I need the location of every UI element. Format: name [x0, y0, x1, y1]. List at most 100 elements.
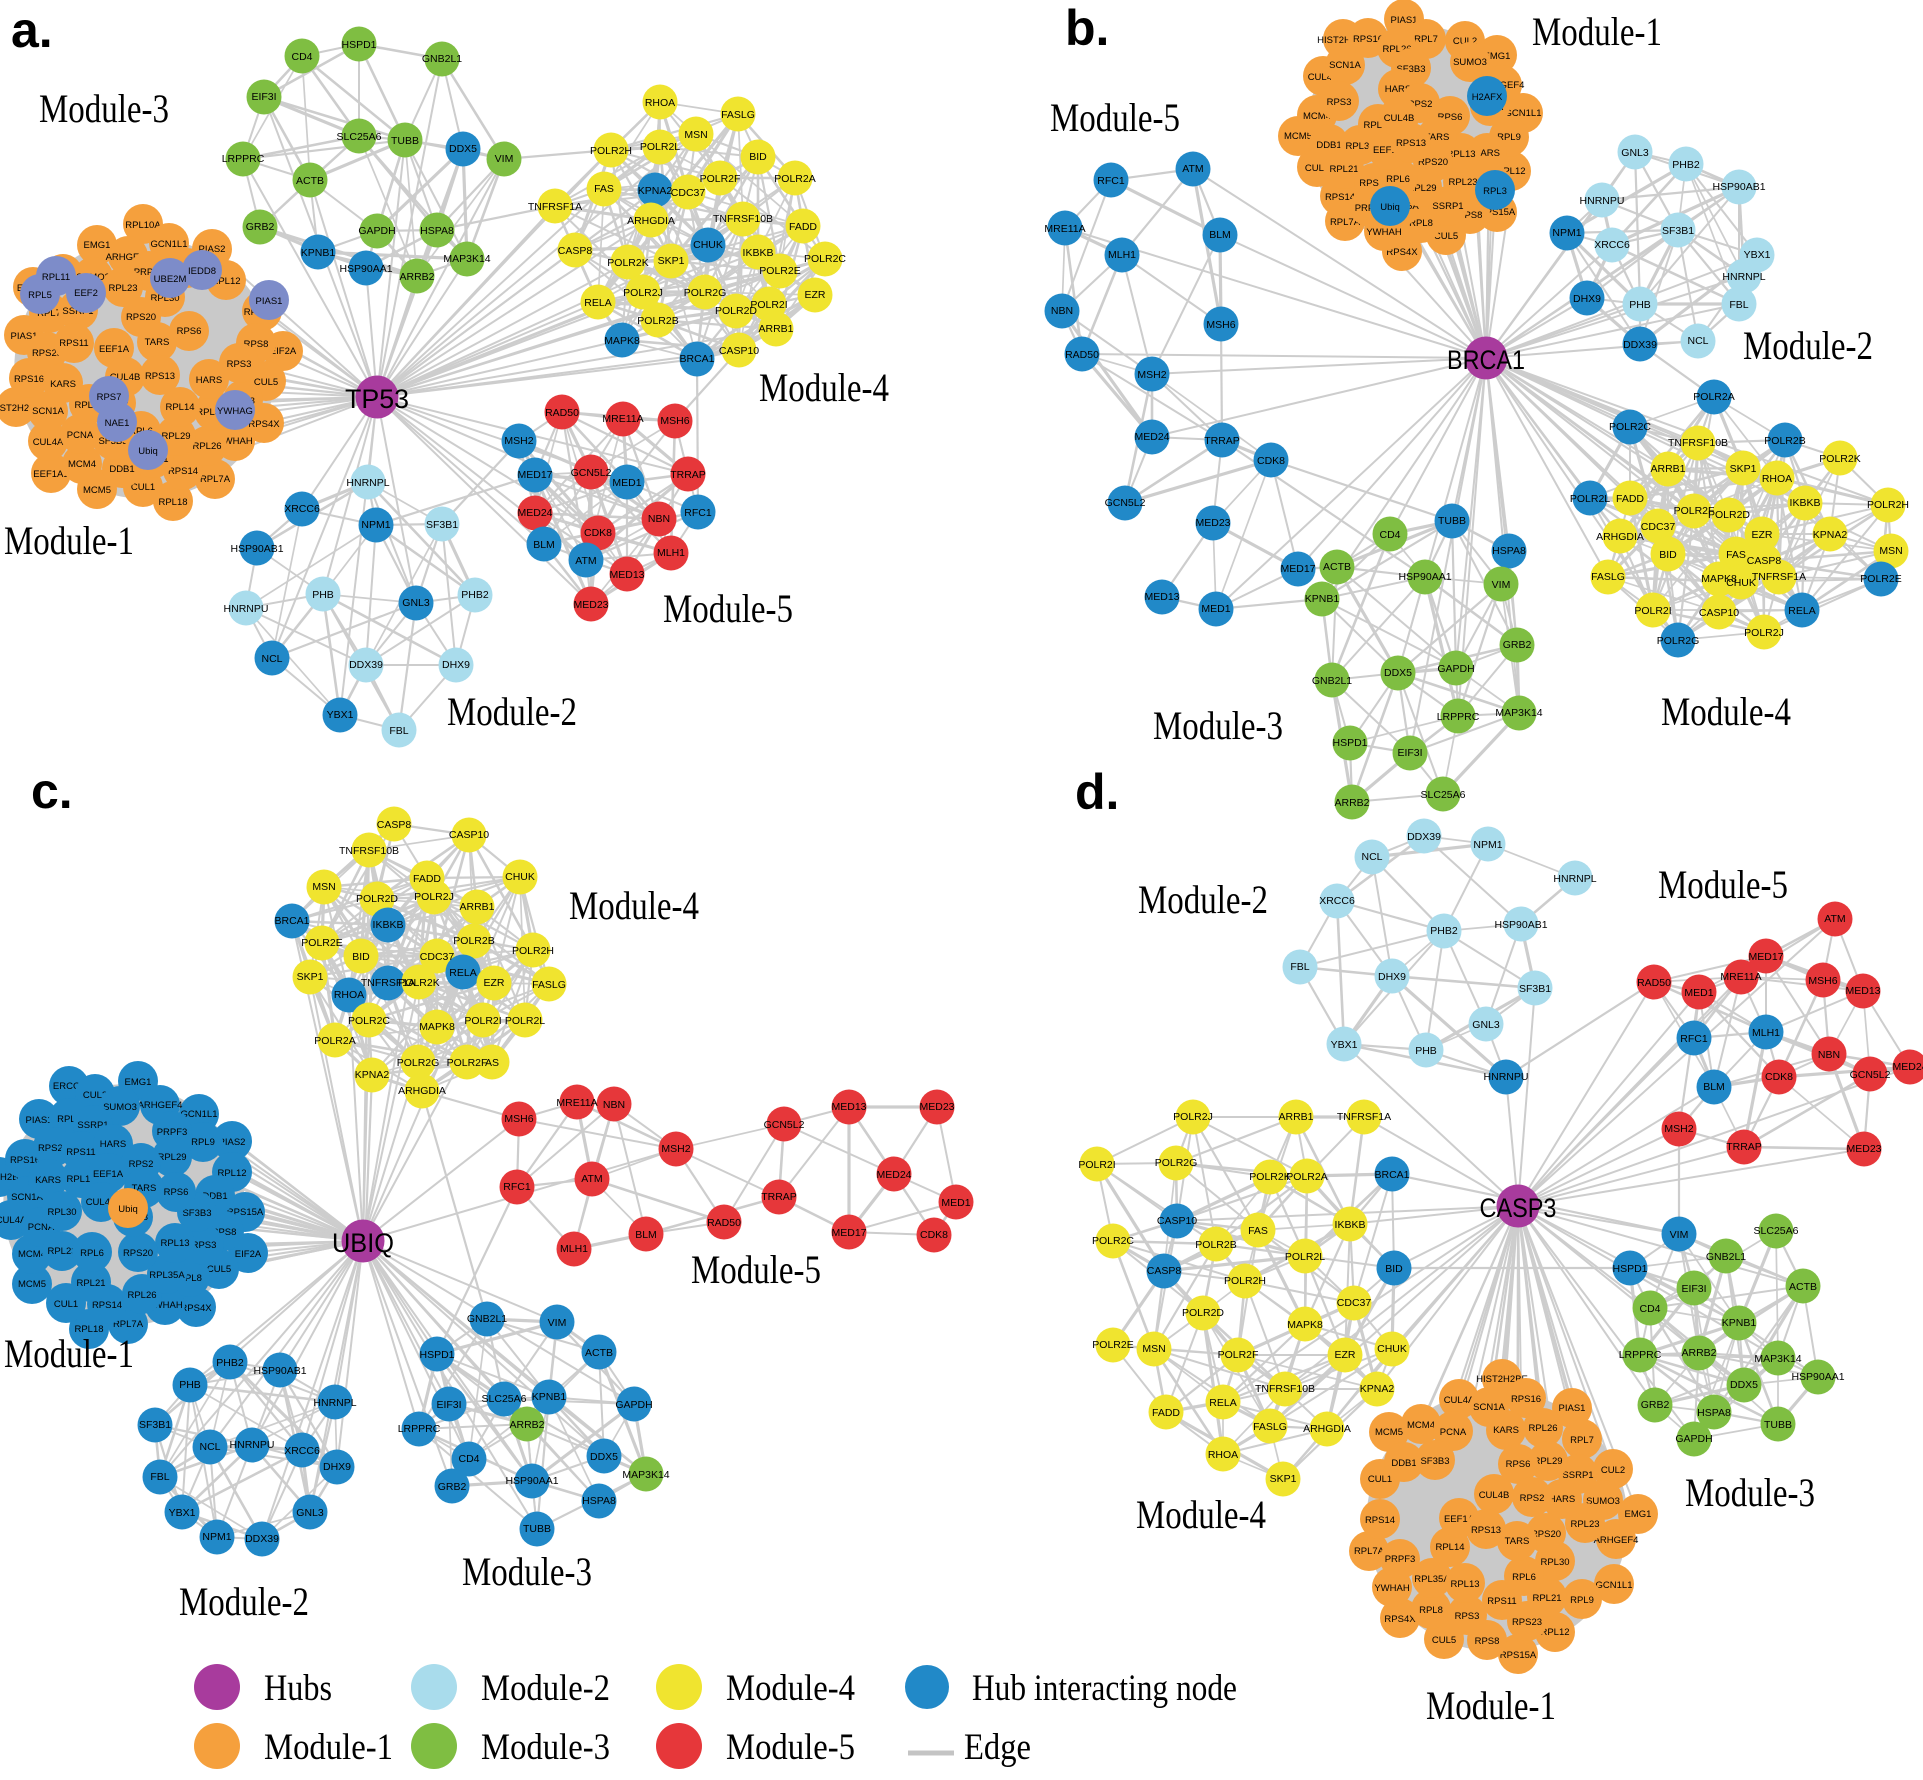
- svg-text:KPNB1: KPNB1: [532, 1391, 567, 1403]
- svg-text:POLR2B: POLR2B: [637, 315, 678, 327]
- svg-text:POLR2K: POLR2K: [398, 977, 439, 989]
- svg-text:EEF1A: EEF1A: [93, 1169, 124, 1180]
- svg-text:CDK8: CDK8: [584, 527, 612, 539]
- svg-text:HSP90AA1: HSP90AA1: [505, 1475, 558, 1487]
- svg-text:RPS11: RPS11: [1487, 1596, 1516, 1607]
- svg-text:RPS13: RPS13: [1471, 1525, 1501, 1536]
- svg-text:MSN: MSN: [684, 129, 707, 141]
- svg-text:RPS11: RPS11: [59, 338, 88, 349]
- svg-text:MED13: MED13: [1144, 591, 1179, 603]
- svg-text:MSH6: MSH6: [1808, 975, 1837, 987]
- svg-text:SF3B3: SF3B3: [1420, 1456, 1449, 1467]
- svg-text:RPL7A: RPL7A: [1354, 1546, 1385, 1557]
- svg-text:RPL30: RPL30: [47, 1207, 76, 1218]
- svg-text:UBIQ: UBIQ: [332, 1228, 394, 1258]
- svg-text:DDB1: DDB1: [1316, 140, 1341, 151]
- svg-text:HSP90AB1: HSP90AB1: [1494, 919, 1547, 931]
- svg-text:GNL3: GNL3: [1472, 1019, 1500, 1031]
- svg-text:GRB2: GRB2: [1641, 1399, 1670, 1411]
- svg-text:Ubiq: Ubiq: [138, 446, 158, 457]
- svg-text:CDK8: CDK8: [920, 1229, 948, 1241]
- svg-text:ATM: ATM: [1824, 913, 1845, 925]
- svg-text:H2AFX: H2AFX: [1472, 92, 1503, 103]
- svg-text:EIF2A: EIF2A: [235, 1249, 262, 1260]
- svg-text:RPS14: RPS14: [168, 466, 198, 477]
- svg-text:HSPD1: HSPD1: [341, 39, 376, 51]
- svg-text:HSPA8: HSPA8: [582, 1495, 616, 1507]
- svg-text:Ubiq: Ubiq: [1380, 202, 1400, 213]
- svg-text:CDK8: CDK8: [1765, 1071, 1793, 1083]
- svg-text:RPL30: RPL30: [1540, 1557, 1569, 1568]
- svg-text:MRE11A: MRE11A: [1720, 971, 1761, 983]
- svg-text:Module-1: Module-1: [264, 1727, 393, 1768]
- svg-text:DDB1: DDB1: [109, 464, 134, 475]
- svg-text:RPS6: RPS6: [1506, 1459, 1531, 1470]
- svg-text:Hub interacting node: Hub interacting node: [972, 1668, 1237, 1709]
- svg-text:RPL18: RPL18: [158, 497, 187, 508]
- svg-text:KARS: KARS: [50, 379, 76, 390]
- svg-text:POLR2A: POLR2A: [1286, 1171, 1327, 1183]
- svg-text:ARHGDIA: ARHGDIA: [1303, 1423, 1351, 1435]
- svg-text:Module-1: Module-1: [1426, 1683, 1556, 1728]
- svg-text:EMG1: EMG1: [125, 1077, 152, 1088]
- svg-text:YWHAH: YWHAH: [1374, 1583, 1410, 1594]
- svg-text:PIAS1: PIAS1: [26, 1115, 53, 1126]
- svg-text:POLR2C: POLR2C: [1609, 421, 1651, 433]
- svg-text:NPM1: NPM1: [361, 519, 390, 531]
- svg-text:TP53: TP53: [345, 384, 409, 414]
- svg-text:MRE11A: MRE11A: [556, 1097, 597, 1109]
- svg-text:RPS20: RPS20: [123, 1248, 153, 1259]
- svg-text:TNFRSF10B: TNFRSF10B: [339, 845, 399, 857]
- svg-text:EEF1A: EEF1A: [99, 344, 130, 355]
- svg-text:FBL: FBL: [1290, 961, 1309, 973]
- svg-text:SSRP1: SSRP1: [1432, 201, 1463, 212]
- svg-text:BRCA1: BRCA1: [679, 353, 714, 365]
- svg-text:TARS: TARS: [145, 337, 170, 348]
- svg-text:TARS: TARS: [1505, 1536, 1530, 1547]
- svg-text:RELA: RELA: [1209, 1397, 1236, 1409]
- svg-text:XRCC6: XRCC6: [1319, 895, 1355, 907]
- svg-text:HNRNPU: HNRNPU: [1580, 195, 1625, 207]
- svg-text:Module-5: Module-5: [663, 586, 793, 631]
- svg-text:POLR2D: POLR2D: [1708, 509, 1750, 521]
- svg-text:FAS: FAS: [594, 183, 614, 195]
- svg-text:HNRNPU: HNRNPU: [1484, 1071, 1529, 1083]
- svg-text:SKP1: SKP1: [1270, 1473, 1297, 1485]
- svg-text:CASP10: CASP10: [449, 829, 489, 841]
- svg-text:RAD50: RAD50: [1637, 977, 1671, 989]
- svg-text:MLH1: MLH1: [1752, 1027, 1780, 1039]
- svg-text:HSPA8: HSPA8: [1697, 1407, 1731, 1419]
- svg-text:ARRB2: ARRB2: [1334, 797, 1369, 809]
- svg-text:Module-4: Module-4: [759, 365, 889, 410]
- svg-text:MED23: MED23: [573, 599, 608, 611]
- svg-text:ARRB1: ARRB1: [459, 901, 494, 913]
- svg-text:EMG1: EMG1: [84, 240, 111, 251]
- svg-text:FADD: FADD: [789, 221, 817, 233]
- svg-text:MED17: MED17: [1748, 951, 1783, 963]
- svg-text:VIM: VIM: [1492, 579, 1511, 591]
- svg-text:EMG1: EMG1: [1625, 1509, 1652, 1520]
- svg-text:CHUK: CHUK: [1377, 1343, 1407, 1355]
- svg-text:PHB2: PHB2: [216, 1357, 244, 1369]
- svg-text:CASP8: CASP8: [377, 819, 412, 831]
- svg-text:VIM: VIM: [1670, 1229, 1689, 1241]
- svg-text:RFC1: RFC1: [684, 507, 712, 519]
- svg-text:RPS3: RPS3: [1327, 97, 1352, 108]
- svg-text:RPS8: RPS8: [1475, 1636, 1500, 1647]
- svg-text:DDX39: DDX39: [349, 659, 383, 671]
- svg-text:CASP10: CASP10: [1699, 607, 1739, 619]
- svg-text:TUBB: TUBB: [391, 135, 419, 147]
- svg-text:TUBB: TUBB: [523, 1523, 551, 1535]
- svg-text:MSN: MSN: [312, 881, 335, 893]
- svg-text:DDX39: DDX39: [245, 1533, 279, 1545]
- svg-text:MED17: MED17: [1280, 563, 1315, 575]
- svg-text:RPL13: RPL13: [160, 1238, 189, 1249]
- svg-text:POLR2B: POLR2B: [1764, 435, 1805, 447]
- svg-text:HSP90AA1: HSP90AA1: [339, 263, 392, 275]
- svg-text:RPL21: RPL21: [76, 1278, 105, 1289]
- svg-text:POLR2G: POLR2G: [684, 287, 727, 299]
- svg-text:POLR2I: POLR2I: [1078, 1159, 1115, 1171]
- svg-text:MAP3K14: MAP3K14: [1754, 1353, 1801, 1365]
- svg-text:Module-3: Module-3: [39, 86, 169, 131]
- svg-text:RPL7: RPL7: [1414, 34, 1438, 45]
